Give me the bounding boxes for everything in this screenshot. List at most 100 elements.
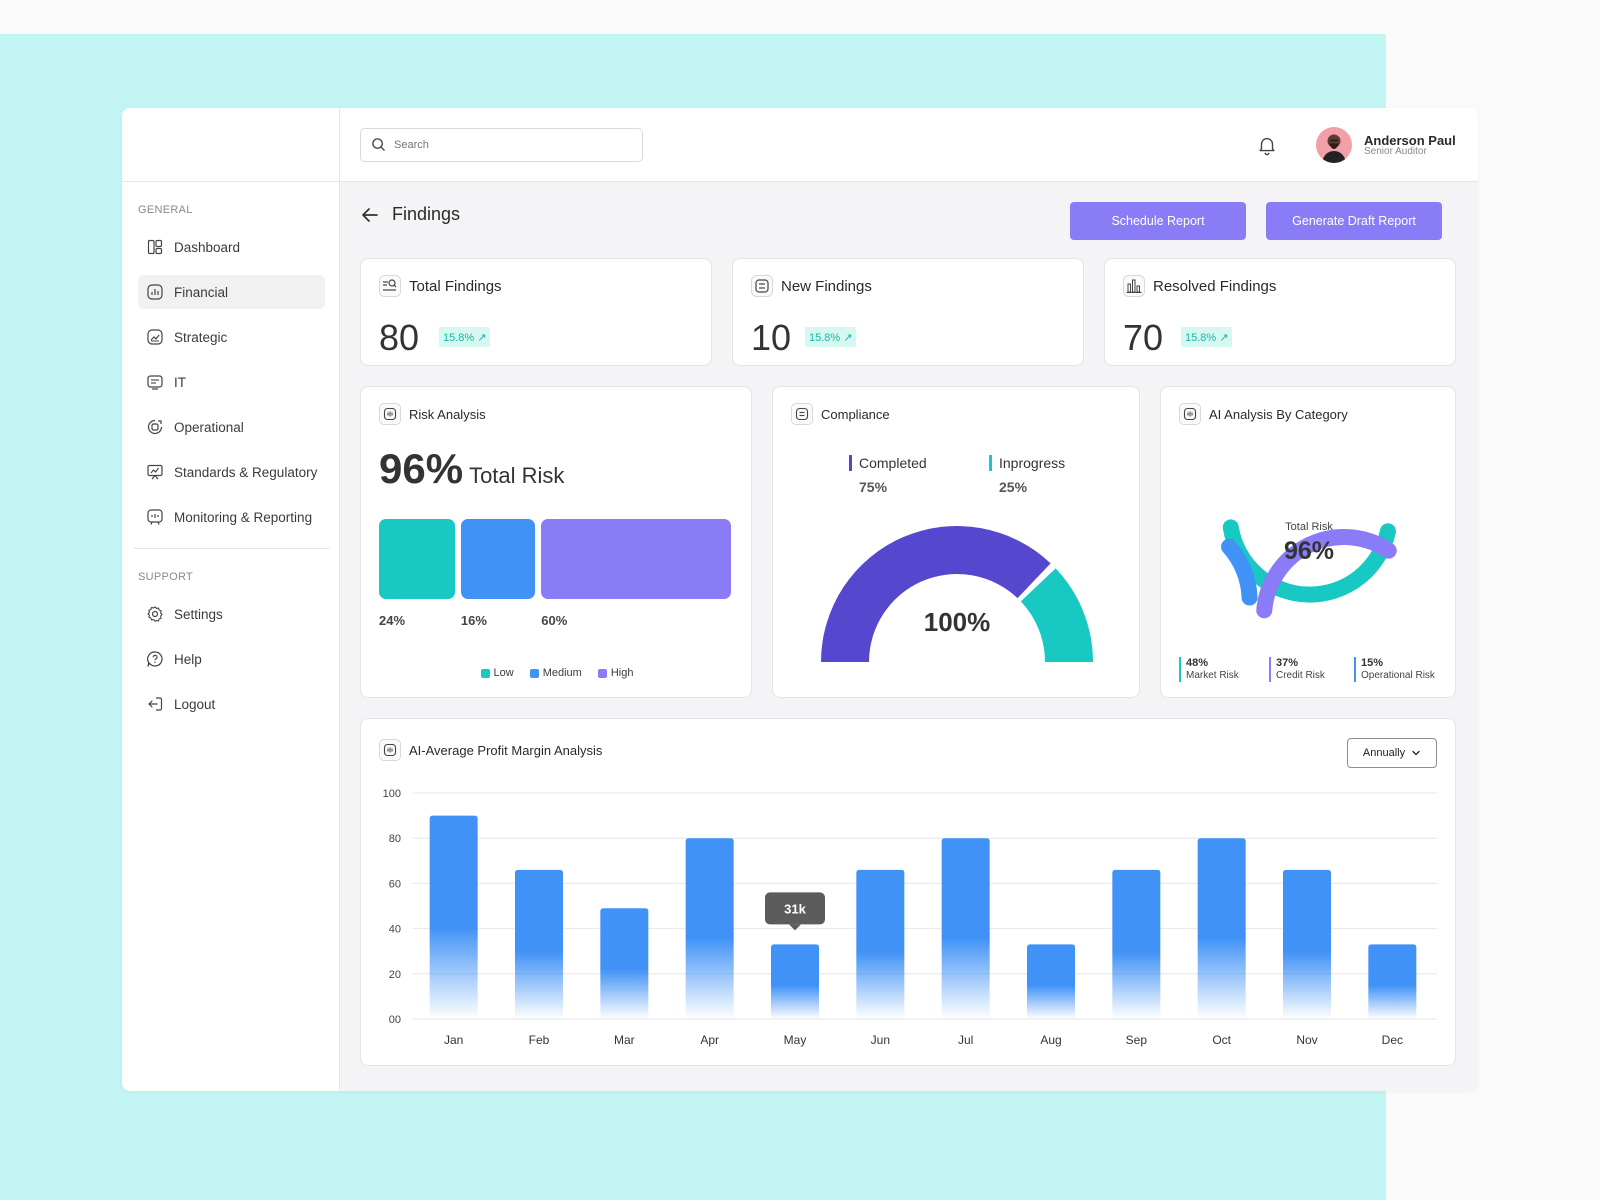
risk-value-label: Total Risk	[469, 463, 565, 488]
bar-oct[interactable]	[1197, 838, 1246, 1019]
bar-jan[interactable]	[429, 815, 478, 1019]
ai-category-legend: 48% Market Risk 37% Credit Risk 15% Operation…	[1179, 657, 1449, 687]
bar-nov[interactable]	[1283, 869, 1331, 1019]
sidebar-item-operational[interactable]: Operational	[138, 410, 325, 444]
bar-dec[interactable]	[1368, 944, 1417, 1019]
schedule-report-button[interactable]: Schedule Report	[1070, 202, 1246, 240]
ai-legend-item: 15% Operational Risk	[1354, 657, 1435, 682]
generate-draft-report-button[interactable]: Generate Draft Report	[1266, 202, 1442, 240]
bar-jun[interactable]	[856, 869, 905, 1019]
strategic-icon	[147, 329, 163, 345]
bar-aug[interactable]	[1027, 944, 1075, 1019]
risk-legend-item: Low	[480, 667, 514, 679]
stat-title: New Findings	[781, 277, 872, 295]
risk-total: 96% Total Risk	[379, 445, 564, 493]
sidebar-item-label: Dashboard	[174, 239, 241, 255]
y-tick-label: 100	[383, 788, 401, 800]
donut-segment-credit-risk	[1256, 529, 1397, 619]
waveform-icon	[379, 403, 401, 425]
standards-icon	[147, 464, 163, 480]
stat-value: 10	[751, 317, 792, 358]
sidebar-item-label: Settings	[174, 606, 223, 622]
logo-area	[122, 108, 339, 182]
content: Findings Schedule Report Generate Draft …	[340, 182, 1478, 1091]
sidebar-item-label: Financial	[174, 284, 229, 300]
profit-title: AI-Average Profit Margin Analysis	[409, 742, 603, 758]
sidebar-item-label: IT	[174, 374, 186, 390]
sidebar-item-it[interactable]: IT	[138, 365, 325, 399]
sidebar-item-label: Operational	[174, 419, 244, 435]
sidebar-item-label: Strategic	[174, 329, 228, 345]
legend-swatch	[597, 668, 607, 678]
logout-icon	[148, 697, 163, 711]
compliance-title: Compliance	[821, 406, 890, 422]
avatar[interactable]	[1316, 127, 1352, 163]
stat-value: 80	[379, 317, 420, 358]
ai-legend-item: 48% Market Risk	[1179, 657, 1239, 682]
risk-title: Risk Analysis	[409, 406, 486, 422]
bell-icon[interactable]	[1256, 134, 1278, 156]
bar-feb[interactable]	[515, 869, 563, 1019]
x-tick-label: Aug	[1040, 1033, 1061, 1047]
search-box[interactable]	[360, 127, 643, 162]
ai-legend-item: 37% Credit Risk	[1269, 657, 1325, 682]
gauge-segment-inprogress	[1020, 568, 1093, 662]
gauge-segment-completed	[821, 526, 1051, 662]
sidebar-item-financial[interactable]: Financial	[138, 275, 325, 309]
compliance-legend-label: Completed	[859, 455, 927, 471]
bar-tooltip: 31k	[765, 892, 825, 931]
sidebar-item-label: Standards & Regulatory	[174, 464, 318, 480]
compliance-legend-completed: Completed	[849, 455, 927, 471]
stat-title: Resolved Findings	[1153, 277, 1277, 295]
checklist-icon	[751, 275, 773, 297]
stat-card-total-findings: Total Findings 80 15.8% ↗	[360, 258, 712, 366]
user-info[interactable]: Anderson Paul Senior Auditor	[1364, 133, 1456, 157]
x-tick-label: Apr	[700, 1033, 719, 1047]
risk-legend-item: Medium	[529, 667, 582, 679]
ai-legend-label: Market Risk	[1186, 670, 1239, 681]
sidebar-item-help[interactable]: Help	[138, 642, 325, 676]
search-icon	[372, 138, 385, 151]
sidebar-item-dashboard[interactable]: Dashboard	[138, 230, 325, 264]
period-dropdown[interactable]: Annually	[1347, 738, 1437, 768]
stat-value: 70	[1123, 317, 1164, 358]
sidebar-item-strategic[interactable]: Strategic	[138, 320, 325, 354]
sidebar-item-label: Help	[174, 651, 202, 667]
legend-swatch	[529, 668, 539, 678]
ai-legend-label: Operational Risk	[1361, 670, 1435, 681]
bar-may[interactable]	[771, 944, 819, 1019]
sidebar-item-logout[interactable]: Logout	[138, 687, 325, 721]
waveform-icon	[379, 739, 401, 761]
x-tick-label: Jul	[958, 1033, 973, 1047]
legend-label: Low	[493, 667, 514, 679]
x-tick-label: Jan	[444, 1033, 463, 1047]
y-tick-label: 00	[389, 1014, 401, 1026]
sidebar-item-label: Logout	[174, 696, 216, 712]
compliance-card: Compliance Completed 75% Inprogress 25% …	[772, 386, 1140, 698]
sidebar-item-settings[interactable]: Settings	[138, 597, 325, 631]
stat-card-resolved-findings: Resolved Findings 70 15.8% ↗	[1104, 258, 1456, 366]
gear-icon	[147, 606, 163, 622]
support-section-label: SUPPORT	[138, 571, 194, 583]
bar-apr[interactable]	[685, 838, 734, 1019]
bar-jul[interactable]	[941, 838, 990, 1019]
general-nav: Dashboard Financial Strategic IT Operational…	[122, 230, 339, 534]
sidebar-item-standards-regulatory[interactable]: Standards & Regulatory	[138, 455, 325, 489]
search-input[interactable]	[394, 138, 614, 151]
compliance-legend-inprogress: Inprogress	[989, 455, 1065, 471]
bar-mar[interactable]	[600, 908, 649, 1019]
risk-percent-label: 60%	[541, 613, 568, 628]
bar-chart-icon	[1123, 275, 1145, 297]
back-arrow-icon[interactable]	[360, 205, 380, 225]
risk-bar-medium	[460, 519, 536, 599]
bar-sep[interactable]	[1112, 869, 1161, 1019]
it-icon	[147, 375, 163, 390]
y-tick-label: 40	[389, 924, 401, 936]
checklist-icon	[791, 403, 813, 425]
sidebar-item-monitoring-reporting[interactable]: Monitoring & Reporting	[138, 500, 325, 534]
general-section-label: GENERAL	[138, 204, 193, 216]
stat-change-badge: 15.8% ↗	[439, 327, 491, 347]
risk-bars	[379, 519, 731, 599]
topbar: Anderson Paul Senior Auditor	[340, 108, 1478, 182]
donut-segment-operational-risk	[1221, 538, 1258, 606]
